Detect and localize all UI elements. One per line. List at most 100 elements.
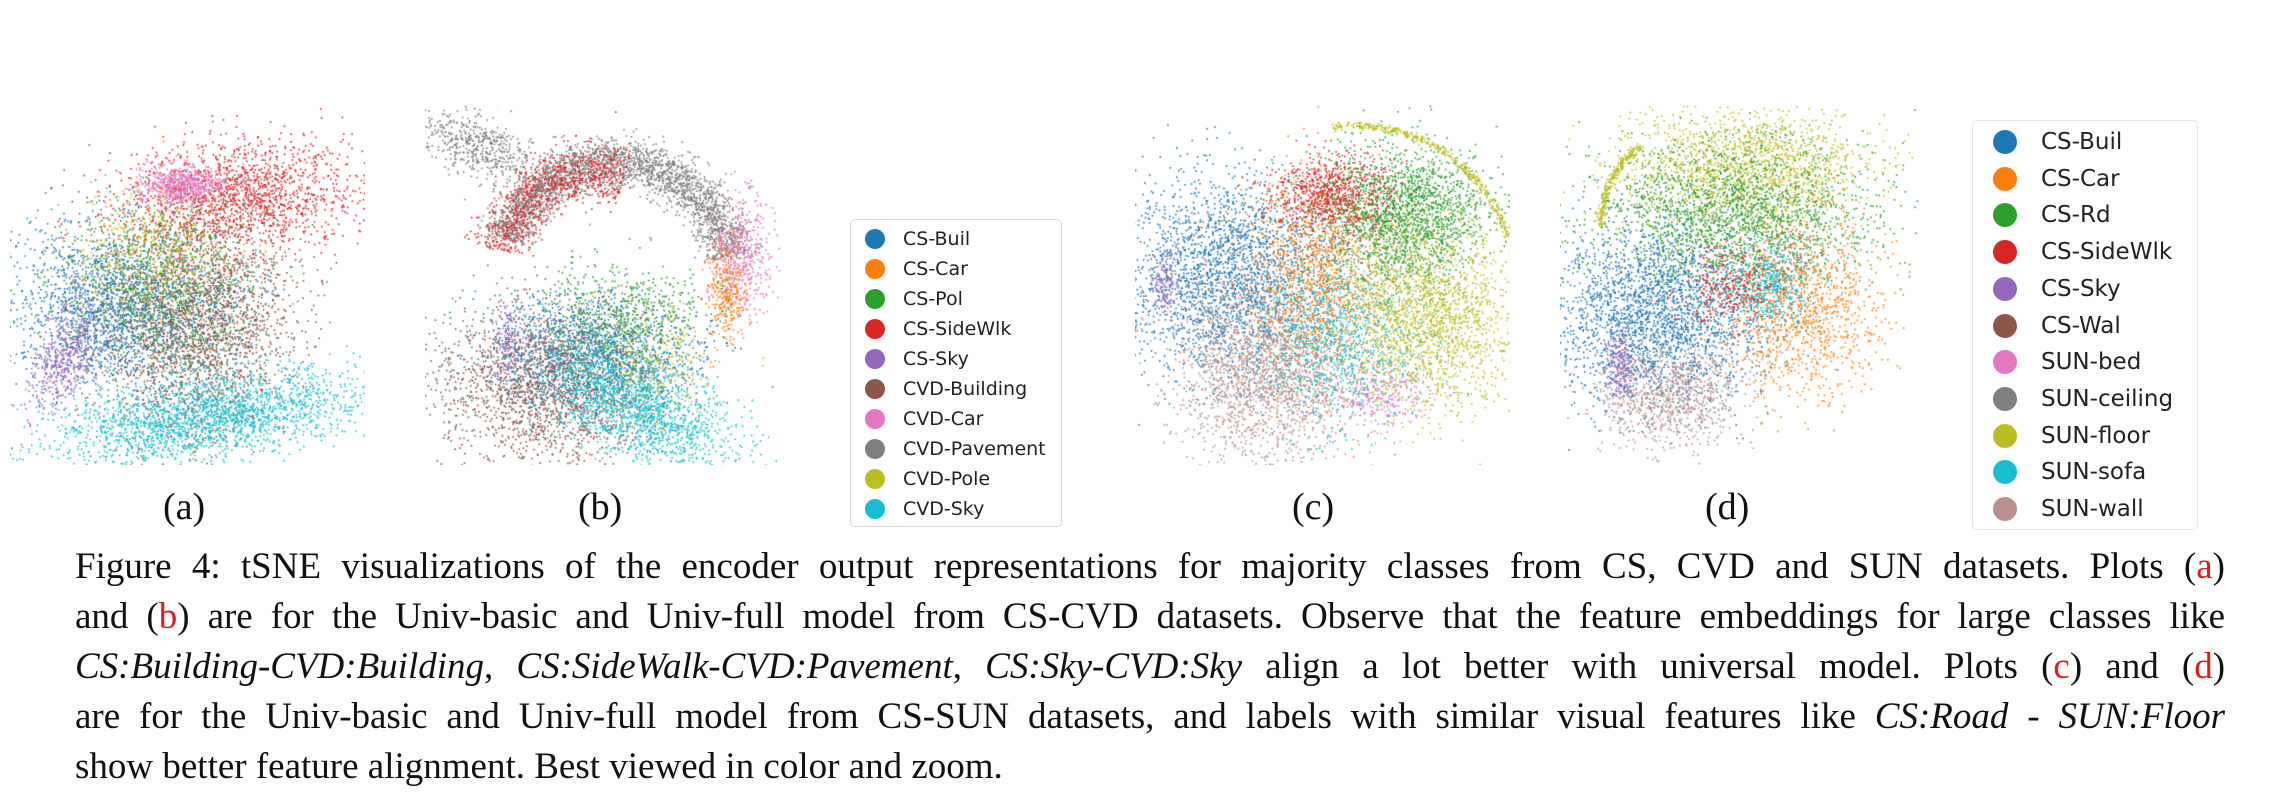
caption-line-5: show better feature alignment. Best view… (75, 746, 1003, 787)
legend-marker (1993, 203, 2017, 228)
legend-marker (865, 259, 885, 279)
legend-label: SUN-sofa (2041, 459, 2147, 486)
legend-label: SUN-ceiling (2041, 385, 2174, 412)
legend-label: CS-Wal (2041, 312, 2121, 339)
legend-marker (1993, 497, 2017, 521)
legend-label: CVD-Building (903, 378, 1028, 400)
legend-item: CS-Rd (1993, 202, 2111, 228)
legend-marker (865, 229, 885, 249)
legend-item: CS-Car (1993, 166, 2120, 192)
legend-marker (1993, 460, 2017, 485)
caption-line-3: CS:Building-CVD:Building, CS:SideWalk-CV… (75, 642, 2225, 692)
legend-item: CS-Pol (865, 288, 963, 310)
tsne-plot-c (1135, 105, 1510, 465)
ref-link-c[interactable]: c (2053, 646, 2070, 687)
legend-item: CVD-Pavement (865, 438, 1046, 460)
caption-text: ) (2212, 546, 2225, 587)
legend-marker (865, 289, 885, 309)
caption-text: ) (2212, 646, 2226, 687)
figure-caption: Figure 4: tSNE visualizations of the enc… (75, 542, 2225, 792)
caption-text: , (952, 646, 986, 687)
panel-label-c: (c) (1292, 486, 1335, 528)
legend-item: CS-Car (865, 258, 968, 280)
caption-line-2: and (b) are for the Univ-basic and Univ-… (75, 592, 2225, 642)
legend-label: CS-Sky (2041, 275, 2121, 302)
legend-item: CS-Buil (1993, 129, 2122, 155)
legend-label: CS-Rd (2041, 202, 2111, 229)
ref-link-d[interactable]: d (2194, 646, 2213, 687)
legend-marker (1993, 276, 2017, 301)
caption-text: align a lot better with universal model.… (1242, 646, 2054, 687)
scatter-canvas-b (425, 105, 785, 465)
legend-marker (865, 319, 885, 339)
legend-label: CS-SideWlk (903, 318, 1012, 340)
legend-item: SUN-floor (1993, 423, 2150, 449)
legend-marker (1993, 130, 2017, 154)
panel-label-a: (a) (163, 486, 206, 528)
caption-italic: CS:Building-CVD:Building (75, 646, 485, 687)
legend-label: SUN-wall (2041, 496, 2144, 522)
legend-item: CS-Wal (1993, 313, 2121, 339)
legend-item: CVD-Car (865, 408, 983, 430)
legend-marker (865, 349, 885, 369)
legend-label: CS-Buil (903, 228, 971, 250)
legend-item: SUN-sofa (1993, 459, 2146, 485)
caption-text: ) are for the Univ-basic and Univ-full m… (177, 596, 2226, 637)
legend-item: CS-Sky (1993, 276, 2121, 302)
legend-marker (865, 469, 885, 489)
legend-marker (1993, 313, 2017, 338)
legend-cs-cvd: CS-Buil CS-Car CS-Pol CS-SideWlk CS-Sky CVD-B… (850, 219, 1062, 527)
tsne-plot-b (425, 105, 785, 465)
legend-marker (1993, 423, 2017, 448)
legend-label: CVD-Pole (903, 468, 991, 490)
legend-item: SUN-ceiling (1993, 386, 2173, 412)
legend-label: CS-Sky (903, 348, 969, 370)
legend-label: CS-Pol (903, 288, 963, 310)
tsne-plot-a (10, 105, 365, 465)
legend-label: CS-Car (2041, 165, 2120, 192)
legend-item: CS-SideWlk (1993, 239, 2172, 265)
legend-item: SUN-wall (1993, 496, 2144, 522)
ref-link-a[interactable]: a (2196, 546, 2213, 587)
legend-item: SUN-bed (1993, 349, 2141, 375)
caption-text: Figure 4: tSNE visualizations of the enc… (75, 546, 2197, 587)
scatter-canvas-d (1560, 105, 1920, 465)
legend-label: SUN-bed (2041, 349, 2142, 376)
legend-marker (865, 499, 885, 519)
ref-link-b[interactable]: b (158, 596, 178, 637)
legend-label: SUN-floor (2041, 422, 2151, 449)
legend-label: CVD-Car (903, 408, 984, 430)
panel-label-b: (b) (578, 486, 623, 528)
tsne-plot-d (1560, 105, 1920, 465)
caption-text: , (484, 646, 517, 687)
caption-text: ) and ( (2069, 646, 2195, 687)
panel-label-d: (d) (1705, 486, 1750, 528)
legend-label: CVD-Pavement (903, 438, 1046, 460)
legend-item: CS-Sky (865, 348, 969, 370)
caption-line-1: Figure 4: tSNE visualizations of the enc… (75, 542, 2225, 592)
legend-label: CVD-Sky (903, 498, 985, 520)
legend-item: CS-Buil (865, 228, 970, 250)
legend-marker (865, 409, 885, 429)
caption-text: are for the Univ-basic and Univ-full mod… (75, 696, 1875, 737)
legend-marker (1993, 386, 2017, 411)
caption-line-4: are for the Univ-basic and Univ-full mod… (75, 692, 2225, 742)
legend-item: CS-SideWlk (865, 318, 1011, 340)
legend-marker (1993, 166, 2017, 191)
legend-item: CVD-Pole (865, 468, 990, 490)
legend-marker (865, 439, 885, 459)
caption-italic: CS:SideWalk-CVD:Pavement (516, 646, 953, 687)
legend-marker (1993, 240, 2017, 265)
legend-item: CVD-Sky (865, 498, 984, 520)
scatter-canvas-c (1135, 105, 1510, 465)
legend-item: CVD-Building (865, 378, 1027, 400)
legend-marker (865, 379, 885, 399)
legend-label: CS-Car (903, 258, 968, 280)
caption-italic: CS:Sky-CVD:Sky (985, 646, 1242, 687)
caption-text: and ( (75, 596, 159, 637)
scatter-canvas-a (10, 105, 365, 465)
legend-label: CS-Buil (2041, 129, 2123, 155)
legend-label: CS-SideWlk (2041, 239, 2173, 266)
legend-cs-sun: CS-Buil CS-Car CS-Rd CS-SideWlk CS-Sky CS-Wal… (1972, 120, 2198, 530)
legend-marker (1993, 350, 2017, 375)
